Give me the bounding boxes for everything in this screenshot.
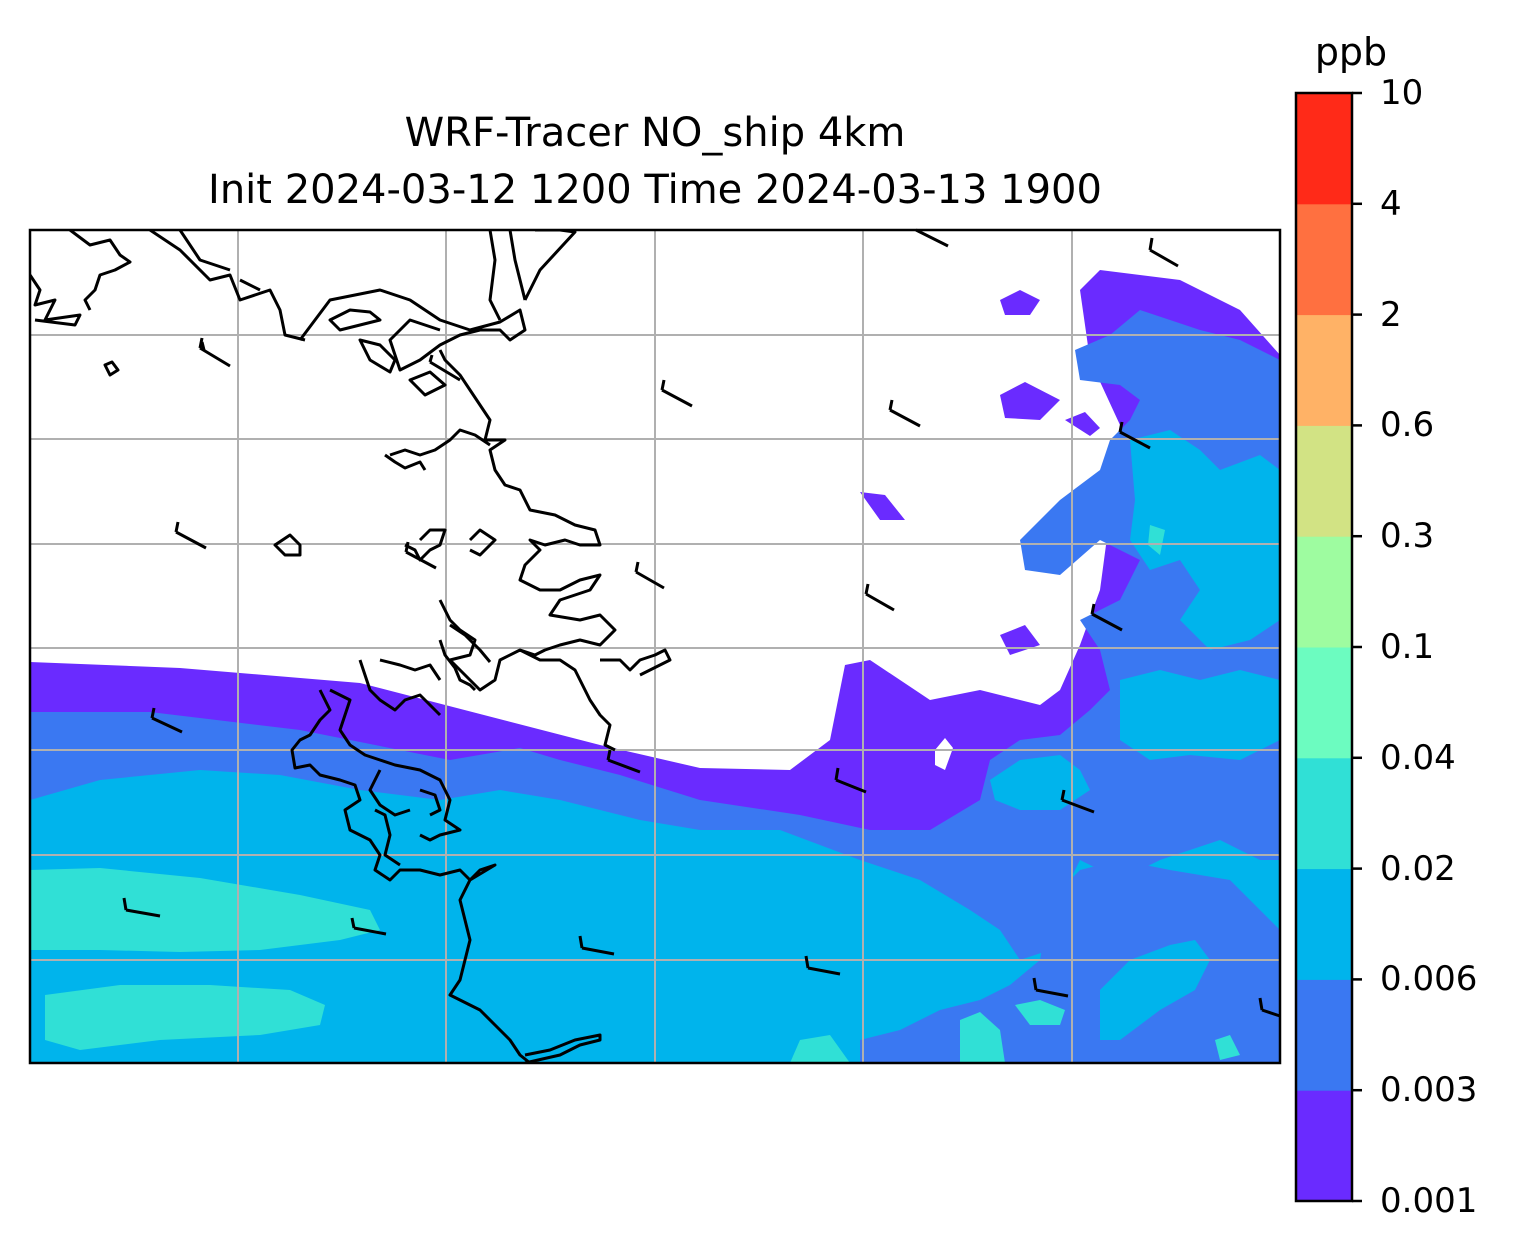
wind-barb [888, 399, 921, 428]
colorbar-tick-label: 0.006 [1380, 959, 1478, 1000]
contour-island-1 [1000, 290, 1040, 315]
map-title-line2: Init 2024-03-12 1200 Time 2024-03-13 190… [208, 167, 1102, 213]
wind-barb [1060, 789, 1095, 814]
wind-barb [1032, 977, 1069, 998]
colorbar-tick-label: 0.04 [1380, 737, 1456, 778]
wind-barb [634, 561, 665, 590]
colorbar-tick-label: 2 [1380, 294, 1402, 335]
contour-level-3g [1215, 1035, 1240, 1060]
colorbar-tick-label: 0.001 [1380, 1181, 1478, 1221]
wind-barb [1148, 237, 1179, 268]
colorbar-segment [1296, 425, 1352, 537]
wind-barb [1090, 603, 1123, 632]
contour-island-3 [860, 492, 905, 520]
colorbar [1294, 91, 1362, 1203]
wind-barb [350, 917, 387, 936]
contour-hole [935, 738, 953, 770]
contour-level-3f [1148, 525, 1165, 555]
contour-level-2d [990, 755, 1090, 810]
wind-barb [578, 935, 615, 956]
wind-barb [1118, 421, 1151, 450]
colorbar-segment [1296, 868, 1352, 980]
colorbar-tick-label: 0.003 [1380, 1070, 1478, 1111]
contour-level-3e [790, 1035, 850, 1063]
colorbar-segment [1296, 979, 1352, 1091]
contour-level-1b [860, 860, 1280, 1063]
contour-island-5 [1065, 412, 1100, 436]
colorbar-segment [1296, 314, 1352, 426]
colorbar-tick-label: 4 [1380, 183, 1402, 224]
wind-barb [864, 583, 895, 612]
wind-barbs [122, 228, 1281, 1018]
wind-barb [150, 707, 183, 734]
contour-island-2 [1000, 382, 1060, 420]
colorbar-tick-label: 0.02 [1380, 848, 1456, 889]
wind-barb [804, 955, 841, 976]
colorbar-tick-label: 10 [1380, 73, 1424, 113]
colorbar-tick-label: 0.3 [1380, 516, 1435, 557]
wind-barb [428, 354, 461, 382]
colorbar-segment [1296, 647, 1352, 759]
wind-barb [1258, 997, 1281, 1018]
wind-barb [834, 767, 867, 794]
colorbar-tick-label: 0.6 [1380, 405, 1435, 446]
concentration-fill [30, 270, 1280, 1063]
colorbar-segment [1296, 536, 1352, 648]
colorbar-unit-label: ppb [1314, 30, 1388, 74]
colorbar-segment [1296, 1090, 1352, 1202]
contour-level-2b [1130, 430, 1280, 650]
contour-level-2e [1100, 940, 1210, 1040]
contour-level-3c [960, 1012, 1005, 1063]
coastline [30, 230, 672, 1063]
colorbar-segment [1296, 757, 1352, 870]
wind-barb [404, 541, 437, 570]
wind-barb [606, 749, 641, 774]
gridlines [30, 230, 1280, 1063]
contour-level-3 [30, 868, 380, 952]
map-plot-frame [28, 228, 1282, 1065]
contour-level-2c [1120, 670, 1280, 760]
wind-barb [660, 379, 693, 408]
colorbar-segment [1296, 93, 1352, 205]
wind-barb [122, 897, 161, 918]
wind-barb [915, 228, 949, 248]
map-title-line1: WRF-Tracer NO_ship 4km [404, 110, 906, 156]
contour-level-3b [45, 985, 325, 1050]
colorbar-segment [1296, 203, 1352, 316]
wind-barb [198, 337, 231, 368]
colorbar-tick-label: 0.1 [1380, 627, 1435, 667]
wind-barb [174, 521, 207, 550]
contour-level-3d [1015, 1000, 1065, 1025]
